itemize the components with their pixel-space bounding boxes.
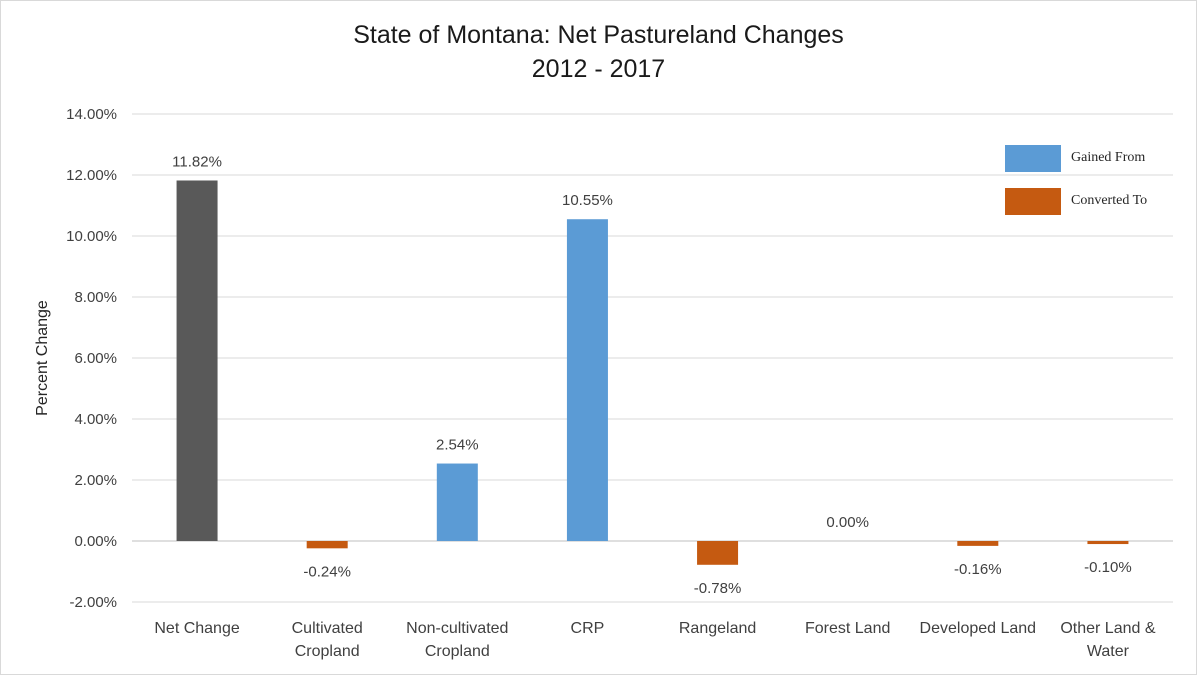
x-category-label: Forest Land xyxy=(805,620,890,637)
x-category-label: Cropland xyxy=(425,643,490,660)
category-labels: Net Change Cultivated Cropland Non-cultivat… xyxy=(154,620,1155,660)
x-category-label: Other Land & xyxy=(1060,620,1156,637)
y-tick-label: 2.00% xyxy=(74,472,117,489)
data-labels: 11.82% -0.24% 2.54% 10.55% -0.78% 0.00% -0.16%… xyxy=(172,153,1132,596)
bar xyxy=(176,180,218,542)
chart-title-line-2: 2012 - 2017 xyxy=(531,55,666,83)
gridlines xyxy=(132,113,1173,603)
chart-title: State of Montana: Net Pastureland Change… xyxy=(0,18,1197,86)
y-axis-title: Percent Change xyxy=(34,300,51,416)
bar xyxy=(697,541,739,565)
data-label: -0.16% xyxy=(954,561,1002,578)
bar xyxy=(306,541,348,549)
legend-swatch-converted xyxy=(1005,188,1061,215)
y-tick-label: 10.00% xyxy=(66,228,117,245)
data-label: 11.82% xyxy=(172,153,222,170)
y-tick-label: 6.00% xyxy=(74,350,117,367)
bar xyxy=(566,219,608,541)
x-category-label: Water xyxy=(1087,643,1130,660)
data-label: -0.24% xyxy=(303,563,351,580)
y-tick-label: 12.00% xyxy=(66,167,117,184)
legend-swatch-gained xyxy=(1005,145,1061,172)
legend-label-converted: Converted To xyxy=(1071,193,1148,208)
x-category-label: Net Change xyxy=(154,620,239,637)
bar xyxy=(436,463,478,541)
x-category-label: Cropland xyxy=(295,643,360,660)
legend-label-gained: Gained From xyxy=(1071,150,1146,165)
bars xyxy=(176,180,1129,565)
data-label: 2.54% xyxy=(436,437,479,454)
x-category-label: CRP xyxy=(571,620,605,637)
data-label: -0.10% xyxy=(1084,559,1132,576)
x-category-label: Non-cultivated xyxy=(406,620,508,637)
bar xyxy=(957,541,999,546)
y-tick-label: -2.00% xyxy=(69,594,117,611)
bar xyxy=(1087,541,1129,545)
data-label: 0.00% xyxy=(826,514,869,531)
chart-title-line-1: State of Montana: Net Pastureland Change… xyxy=(353,21,844,49)
x-category-label: Rangeland xyxy=(679,620,756,637)
y-tick-label: 0.00% xyxy=(74,533,117,550)
y-tick-label: 4.00% xyxy=(74,411,117,428)
x-category-label: Developed Land xyxy=(920,620,1037,637)
data-label: 10.55% xyxy=(562,192,613,209)
data-label: -0.78% xyxy=(694,580,742,597)
y-tick-label: 14.00% xyxy=(66,106,117,123)
y-tick-label: 8.00% xyxy=(74,289,117,306)
y-axis-ticks: -2.00% 0.00% 2.00% 4.00% 6.00% 8.00% 10.00% 12.… xyxy=(66,106,117,611)
x-category-label: Cultivated xyxy=(292,620,363,637)
